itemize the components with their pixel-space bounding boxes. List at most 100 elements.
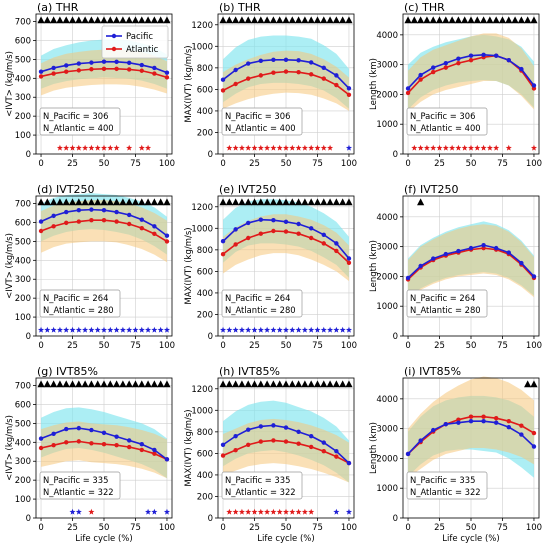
significance-triangle <box>68 16 77 24</box>
significance-star-red <box>251 144 258 151</box>
significance-star-red <box>88 508 95 515</box>
significance-triangle <box>131 198 140 206</box>
significance-triangle <box>301 198 309 206</box>
significance-triangle <box>276 198 284 206</box>
ytick-label: 1000 <box>191 42 213 52</box>
point-atlantic <box>283 69 289 74</box>
significance-triangle <box>404 16 412 24</box>
ytick-label: 600 <box>197 267 213 277</box>
significance-triangle <box>87 198 96 206</box>
legend-box <box>101 25 169 59</box>
significance-star-red <box>455 144 462 151</box>
xtick-label: 75 <box>130 523 141 533</box>
xtick-label: 100 <box>526 523 542 533</box>
significance-triangle <box>131 380 140 388</box>
point-pacific <box>271 57 276 62</box>
significance-triangle <box>106 198 114 206</box>
point-atlantic <box>443 65 449 70</box>
sample-size-box <box>406 107 488 136</box>
sample-size-atlantic: N_Atlantic = 322 <box>410 487 481 497</box>
xtick-label: 0 <box>38 523 43 533</box>
significance-star-blue <box>238 326 245 333</box>
significance-star-red <box>94 144 101 151</box>
significance-triangle <box>37 16 45 24</box>
significance-triangle <box>232 380 240 388</box>
significance-triangle <box>417 16 425 24</box>
point-pacific <box>346 256 352 261</box>
ylabel: <IVT> (kg/m/s) <box>5 415 15 481</box>
significance-triangle <box>225 380 233 388</box>
xtick-label: 75 <box>497 523 508 533</box>
ytick-label: 3000 <box>376 61 398 71</box>
significance-triangle <box>244 380 252 388</box>
significance-triangle <box>313 16 322 24</box>
point-atlantic <box>531 430 537 436</box>
significance-triangle <box>94 16 102 24</box>
significance-triangle <box>288 198 296 206</box>
ytick-label: 400 <box>197 289 213 299</box>
ytick-label: 1000 <box>191 224 213 234</box>
point-pacific <box>51 65 56 71</box>
significance-triangle <box>257 380 265 388</box>
point-pacific <box>531 444 537 449</box>
point-atlantic <box>346 260 352 265</box>
point-pacific <box>346 86 352 91</box>
band-atlantic <box>41 421 167 479</box>
significance-triangle <box>511 16 519 24</box>
point-pacific <box>481 418 486 424</box>
ytick-label: 0 <box>393 514 398 524</box>
xtick-label: 50 <box>466 159 477 169</box>
significance-star-red <box>423 144 430 151</box>
significance-triangle <box>163 198 171 206</box>
point-pacific <box>346 460 352 466</box>
point-atlantic <box>271 228 276 234</box>
significance-triangle <box>150 380 158 388</box>
significance-triangle <box>106 380 114 388</box>
significance-star-red <box>63 144 70 151</box>
ytick-label: 200 <box>15 112 31 122</box>
point-pacific <box>89 427 94 433</box>
ytick-label: 400 <box>15 74 31 84</box>
significance-star-red <box>251 508 258 515</box>
significance-triangle <box>238 198 246 206</box>
point-atlantic <box>519 423 524 428</box>
xtick-label: 25 <box>249 159 260 169</box>
point-atlantic <box>164 75 170 80</box>
significance-triangle <box>157 198 165 206</box>
significance-triangle <box>75 380 83 388</box>
sample-size-box <box>39 471 121 500</box>
legend-marker-pacific <box>111 33 117 39</box>
significance-triangle <box>94 380 102 388</box>
significance-star-blue <box>151 508 158 515</box>
ytick-label: 2000 <box>376 90 398 100</box>
significance-triangle <box>313 380 322 388</box>
significance-triangle <box>423 16 431 24</box>
significance-triangle <box>100 198 108 206</box>
significance-triangle <box>326 198 334 206</box>
ylabel: <IVT> (kg/m/s) <box>5 51 15 117</box>
significance-triangle <box>112 380 121 388</box>
point-pacific <box>405 451 411 457</box>
sample-size-pacific: N_Pacific = 335 <box>410 475 475 485</box>
significance-star-blue <box>145 508 152 515</box>
ytick-label: 500 <box>15 237 31 247</box>
point-atlantic <box>258 439 264 444</box>
ytick-label: 500 <box>15 55 31 65</box>
ytick-label: 0 <box>208 514 213 524</box>
significance-triangle <box>417 198 425 206</box>
significance-star-red <box>113 144 120 151</box>
ylabel: <IVT> (kg/m/s) <box>5 233 15 299</box>
point-atlantic <box>283 439 289 444</box>
point-pacific <box>468 53 474 58</box>
significance-star-red <box>276 144 283 151</box>
ylabel: MAX(IVT) (kg/m/s) <box>184 409 194 486</box>
legend-marker-atlantic <box>111 46 117 52</box>
significance-triangle <box>87 16 96 24</box>
significance-triangle <box>307 198 315 206</box>
point-atlantic <box>334 248 339 254</box>
significance-star-red <box>493 144 500 151</box>
xtick-label: 25 <box>434 341 445 351</box>
significance-triangle <box>43 16 51 24</box>
point-atlantic <box>152 71 157 76</box>
